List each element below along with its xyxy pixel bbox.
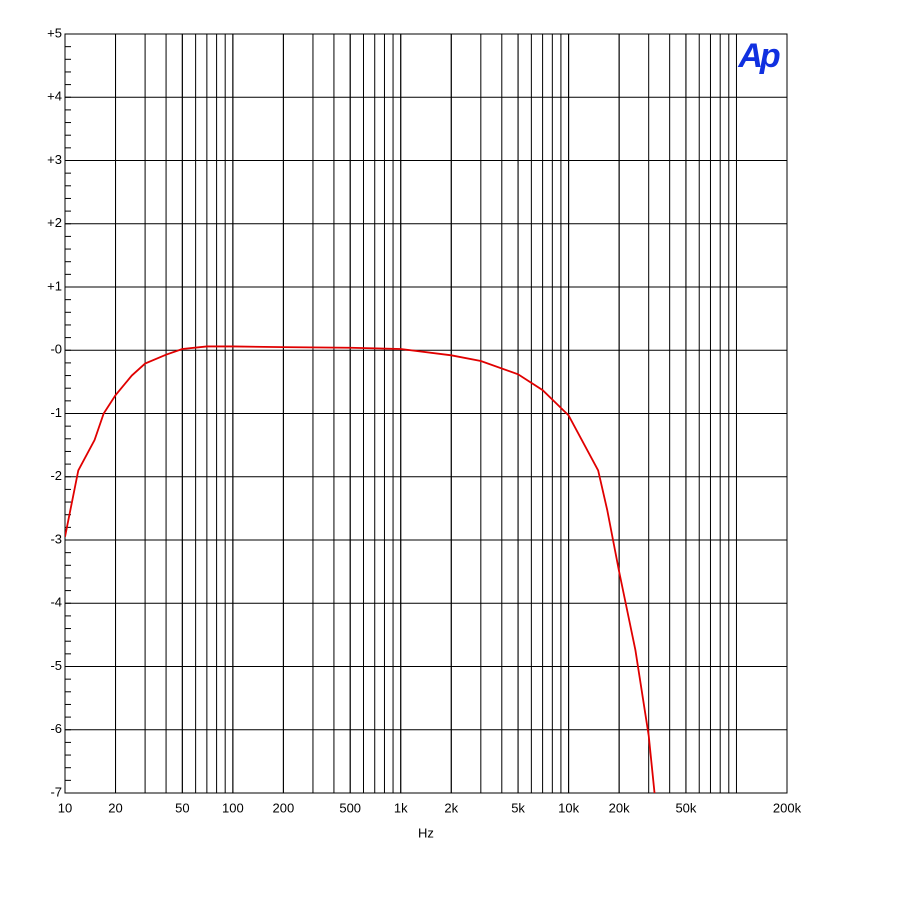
x-tick-label: 50 xyxy=(175,800,189,815)
y-tick-label: -1 xyxy=(50,405,62,420)
plot-frame xyxy=(64,33,788,794)
x-tick-label: 20 xyxy=(108,800,122,815)
x-tick-label: 10 xyxy=(58,800,72,815)
y-tick-label: -2 xyxy=(50,468,62,483)
x-tick-label: 200k xyxy=(773,800,802,815)
x-tick-label: 2k xyxy=(444,800,458,815)
y-tick-label: +4 xyxy=(47,89,62,104)
x-tick-label: 5k xyxy=(511,800,525,815)
x-tick-label: 100 xyxy=(222,800,244,815)
y-tick-label: +3 xyxy=(47,152,62,167)
y-tick-label: +1 xyxy=(47,278,62,293)
x-tick-label: 200 xyxy=(273,800,295,815)
y-tick-label: -5 xyxy=(50,658,62,673)
x-tick-label: 50k xyxy=(675,800,696,815)
y-tick-label: +5 xyxy=(47,25,62,40)
x-tick-label: 20k xyxy=(609,800,630,815)
x-tick-label: 1k xyxy=(394,800,408,815)
y-tick-label: -4 xyxy=(50,595,62,610)
x-tick-label: 500 xyxy=(339,800,361,815)
data-line xyxy=(65,345,656,793)
y-tick-label: -6 xyxy=(50,721,62,736)
y-tick-label: -3 xyxy=(50,531,62,546)
logo: Ap xyxy=(737,37,780,75)
x-tick-label: 10k xyxy=(558,800,579,815)
y-tick-label: +2 xyxy=(47,215,62,230)
y-tick-label: -0 xyxy=(50,342,62,357)
y-tick-label: -7 xyxy=(50,784,62,799)
x-axis-label: Hz xyxy=(418,825,434,840)
